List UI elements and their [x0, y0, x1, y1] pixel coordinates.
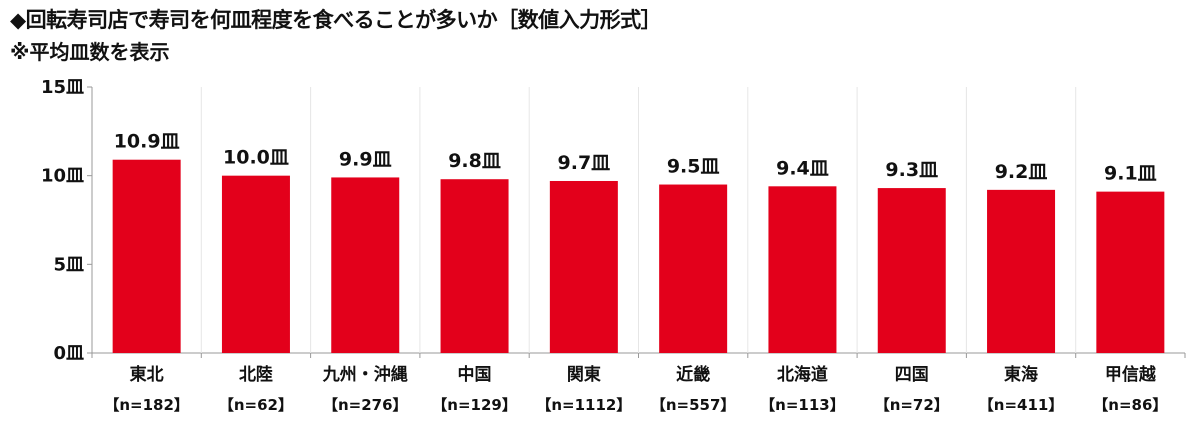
sample-size-label: 【n=182】: [104, 396, 189, 414]
bar: [549, 180, 618, 353]
data-label: 9.3皿: [885, 159, 938, 181]
sample-size-label: 【n=411】: [979, 396, 1064, 414]
data-label: 9.5皿: [667, 156, 720, 178]
data-label: 10.9皿: [114, 131, 180, 153]
category-label: 甲信越: [1105, 364, 1157, 385]
bar: [221, 175, 290, 353]
bar: [987, 189, 1056, 353]
bar: [331, 177, 400, 353]
chart-subtitle: ※平均皿数を表示: [10, 40, 170, 64]
bar: [1096, 191, 1165, 353]
category-label: 東北: [130, 364, 164, 385]
y-tick-label: 5皿: [53, 254, 84, 275]
category-label: 北海道: [777, 364, 828, 385]
data-label: 9.8皿: [448, 150, 501, 172]
bar: [877, 188, 946, 353]
data-label: 10.0皿: [223, 147, 289, 169]
category-label: 近畿: [676, 364, 710, 385]
category-label: 関東: [567, 364, 601, 385]
category-label: 四国: [895, 365, 929, 385]
sample-size-label: 【n=113】: [760, 396, 845, 414]
y-tick-label: 15皿: [41, 77, 84, 98]
chart-title: ◆回転寿司店で寿司を何皿程度を食べることが多いか［数値入力形式］: [10, 8, 662, 32]
data-label: 9.7皿: [558, 152, 611, 174]
y-tick-label: 0皿: [53, 343, 84, 364]
sample-size-label: 【n=72】: [875, 396, 949, 414]
sample-size-label: 【n=1112】: [536, 396, 631, 414]
data-label: 9.9皿: [339, 148, 392, 170]
bar: [768, 186, 837, 353]
bar: [659, 184, 728, 353]
category-label: 北陸: [239, 364, 273, 385]
data-label: 9.2皿: [995, 161, 1048, 183]
sample-size-label: 【n=129】: [432, 396, 517, 414]
bar: [112, 159, 181, 353]
category-label: 中国: [458, 364, 492, 385]
y-tick-label: 10皿: [41, 166, 84, 187]
data-label: 9.4皿: [776, 157, 829, 179]
sample-size-label: 【n=557】: [651, 396, 736, 414]
bar: [440, 179, 509, 353]
sample-size-label: 【n=86】: [1093, 396, 1167, 414]
sample-size-label: 【n=276】: [323, 396, 408, 414]
sample-size-label: 【n=62】: [219, 396, 293, 414]
category-label: 東海: [1004, 364, 1038, 385]
data-label: 9.1皿: [1104, 163, 1157, 185]
category-label: 九州・沖縄: [322, 364, 408, 385]
